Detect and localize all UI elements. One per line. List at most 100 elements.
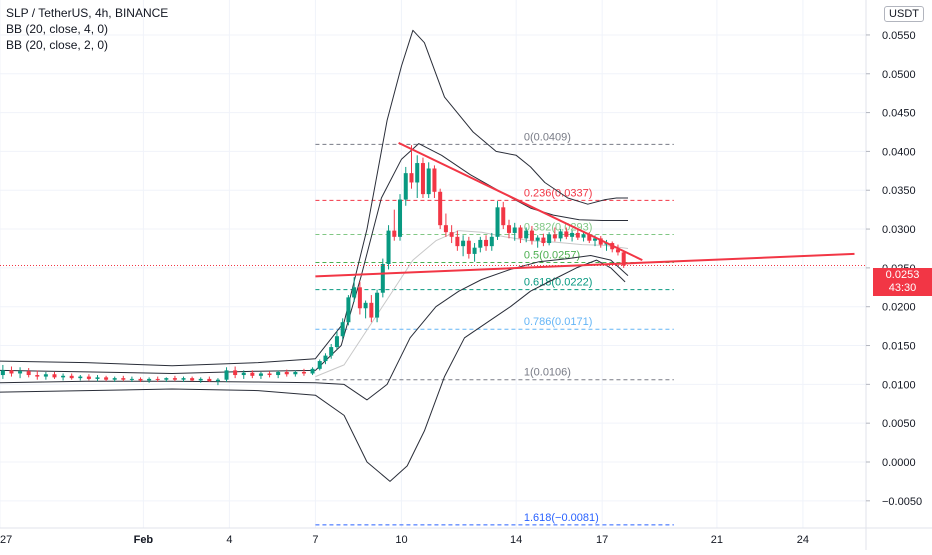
price-tick-label: 0.0200 xyxy=(882,302,916,314)
candle-body xyxy=(552,234,557,239)
indicator-bb-inner[interactable]: BB (20, close, 2, 0) xyxy=(6,38,109,52)
price-tick-label: 0.0000 xyxy=(882,457,916,469)
candle-body xyxy=(329,347,334,356)
candle-body xyxy=(155,378,160,380)
candle-body xyxy=(392,230,397,237)
bb-basis-line xyxy=(315,230,629,378)
candle-body xyxy=(398,199,403,237)
candle-body xyxy=(369,302,374,318)
candle-body xyxy=(346,297,351,323)
candle-body xyxy=(250,372,255,376)
candle-body xyxy=(9,370,14,374)
price-tick-label: 0.0350 xyxy=(882,185,916,197)
candle-body xyxy=(129,378,134,380)
candle-body xyxy=(323,355,328,362)
candle-body xyxy=(276,371,281,376)
last-price-value: 0.0253 xyxy=(885,269,920,281)
candle-body xyxy=(472,247,477,254)
bb-outer-lower-line xyxy=(0,259,626,482)
candle-body xyxy=(121,378,126,380)
price-tick-label: 0.0050 xyxy=(882,418,916,430)
candle-body xyxy=(581,234,586,238)
candle-body xyxy=(104,377,109,380)
chart-legend: SLP / TetherUS, 4h, BINANCE BB (20, clos… xyxy=(6,5,168,53)
candle-body xyxy=(587,234,592,241)
bb-inner-lower-line xyxy=(0,255,629,401)
candle-body xyxy=(495,207,500,237)
candle-body xyxy=(35,375,40,377)
bb-outer-upper-line xyxy=(0,29,628,367)
candle-body xyxy=(570,232,575,237)
candle-body xyxy=(190,378,195,381)
fib-level-label: 1(0.0106) xyxy=(524,367,571,379)
candle-body xyxy=(438,191,443,226)
candle-body xyxy=(466,240,471,254)
time-tick-label: Feb xyxy=(134,534,154,546)
candle-body xyxy=(375,292,380,318)
candle-body xyxy=(547,234,552,244)
candle-body xyxy=(138,378,143,381)
price-tick-label: 0.0400 xyxy=(882,146,916,158)
fib-level-label: 0.382(0.0293) xyxy=(524,221,593,233)
candle-body xyxy=(334,336,339,348)
candle-body xyxy=(449,232,454,237)
candle-body xyxy=(512,227,517,233)
candle-body xyxy=(403,173,408,200)
price-tick-label: 0.0300 xyxy=(882,224,916,236)
candle-body xyxy=(164,378,169,380)
candle-body xyxy=(215,379,220,382)
candle-body xyxy=(598,238,603,245)
time-tick-label: 10 xyxy=(395,534,407,546)
price-tick-label: −0.0050 xyxy=(882,496,922,508)
candle-body xyxy=(432,168,437,192)
candle-body xyxy=(518,227,523,239)
candle-body xyxy=(61,375,66,378)
bar-countdown: 43:30 xyxy=(888,282,917,294)
candle-body xyxy=(535,237,540,241)
candle-body xyxy=(420,163,425,195)
candle-body xyxy=(461,240,466,247)
candle-body xyxy=(43,374,48,377)
candle-body xyxy=(484,239,489,247)
candle-body xyxy=(86,376,91,379)
candle-body xyxy=(352,287,357,298)
candle-body xyxy=(558,231,563,239)
candle-body xyxy=(207,378,212,382)
candle-body xyxy=(181,378,186,380)
candle-body xyxy=(69,375,74,379)
candle-body xyxy=(0,370,5,376)
fib-level-label: 0.786(0.0171) xyxy=(524,316,593,328)
candle-body xyxy=(506,225,511,233)
time-tick-label: 14 xyxy=(510,534,522,546)
time-tick-label: 4 xyxy=(226,534,232,546)
candle-body xyxy=(267,373,272,376)
candle-body xyxy=(95,377,100,379)
candle-body xyxy=(18,371,23,374)
candle-body xyxy=(293,371,298,375)
time-tick-label: 21 xyxy=(711,534,723,546)
candle-body xyxy=(593,238,598,241)
candle-body xyxy=(426,168,431,195)
last-price-badge: 0.0253 43:30 xyxy=(873,268,932,296)
candle-body xyxy=(258,373,263,376)
candle-body xyxy=(386,230,391,264)
candle-body xyxy=(478,239,483,248)
candle-body xyxy=(621,252,626,266)
candle-body xyxy=(415,163,420,183)
candle-body xyxy=(455,236,460,247)
candle-body xyxy=(529,230,534,241)
currency-unit-button[interactable]: USDT xyxy=(884,6,924,22)
fib-level-label: 0.5(0.0257) xyxy=(524,249,580,261)
candle-body xyxy=(564,231,569,237)
symbol-title[interactable]: SLP / TetherUS, 4h, BINANCE xyxy=(6,6,169,20)
candle-body xyxy=(340,322,345,337)
candle-body xyxy=(380,264,385,293)
candle-body xyxy=(172,378,177,380)
indicator-bb-outer[interactable]: BB (20, close, 4, 0) xyxy=(6,22,109,36)
candle-body xyxy=(357,287,362,309)
fib-level-label: 1.618(−0.0081) xyxy=(524,512,599,524)
candle-body xyxy=(284,371,289,375)
time-tick-label: 27 xyxy=(0,534,12,546)
